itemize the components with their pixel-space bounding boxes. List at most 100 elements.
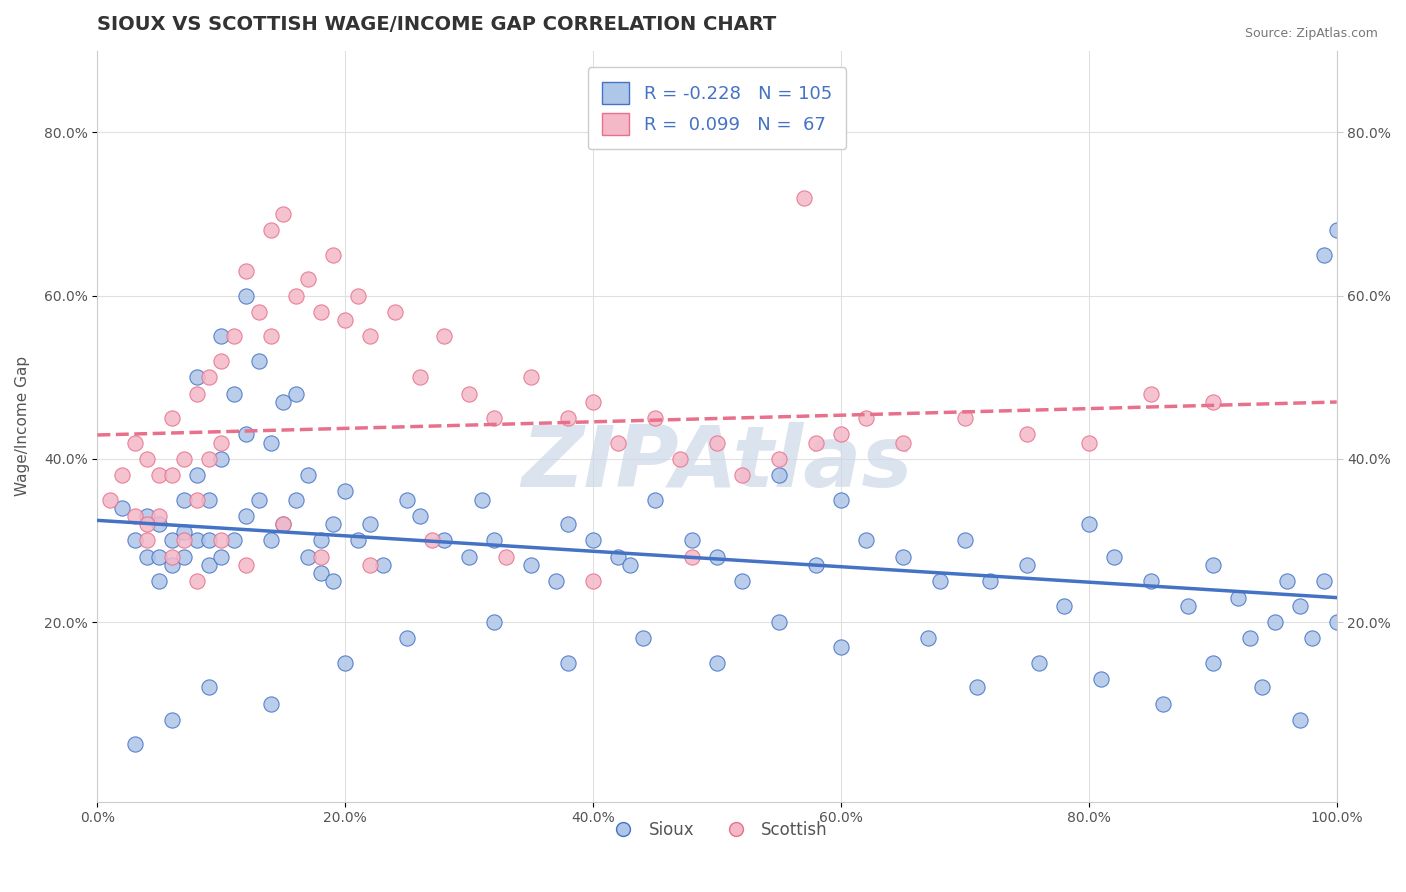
Point bbox=[1015, 558, 1038, 572]
Point bbox=[384, 305, 406, 319]
Point bbox=[335, 313, 357, 327]
Point bbox=[1140, 574, 1163, 589]
Point bbox=[917, 632, 939, 646]
Point bbox=[160, 549, 183, 564]
Point bbox=[98, 492, 121, 507]
Point bbox=[124, 533, 146, 548]
Point bbox=[173, 492, 195, 507]
Point bbox=[247, 305, 270, 319]
Point bbox=[322, 517, 344, 532]
Point bbox=[557, 517, 579, 532]
Point bbox=[160, 713, 183, 727]
Point bbox=[520, 558, 543, 572]
Point bbox=[136, 451, 159, 466]
Point bbox=[198, 681, 221, 695]
Point bbox=[309, 305, 332, 319]
Point bbox=[160, 468, 183, 483]
Point bbox=[1313, 248, 1336, 262]
Point bbox=[1251, 681, 1274, 695]
Point bbox=[1202, 558, 1225, 572]
Point bbox=[607, 435, 630, 450]
Point bbox=[297, 272, 319, 286]
Point bbox=[222, 533, 245, 548]
Point bbox=[284, 288, 307, 302]
Point bbox=[1177, 599, 1199, 613]
Point bbox=[346, 288, 368, 302]
Point bbox=[830, 640, 852, 654]
Point bbox=[1202, 656, 1225, 670]
Point bbox=[681, 533, 703, 548]
Point bbox=[1275, 574, 1298, 589]
Point bbox=[111, 500, 134, 515]
Point bbox=[1326, 615, 1348, 629]
Point bbox=[891, 435, 914, 450]
Point bbox=[619, 558, 641, 572]
Point bbox=[1077, 435, 1099, 450]
Point bbox=[669, 451, 692, 466]
Point bbox=[557, 656, 579, 670]
Point bbox=[124, 738, 146, 752]
Point bbox=[1313, 574, 1336, 589]
Point bbox=[322, 248, 344, 262]
Point bbox=[433, 329, 456, 343]
Point bbox=[273, 394, 295, 409]
Point bbox=[1326, 223, 1348, 237]
Point bbox=[297, 549, 319, 564]
Point bbox=[1140, 386, 1163, 401]
Point bbox=[209, 549, 232, 564]
Point bbox=[768, 468, 790, 483]
Point bbox=[148, 549, 170, 564]
Point bbox=[482, 411, 505, 425]
Point bbox=[1202, 394, 1225, 409]
Point bbox=[582, 533, 605, 548]
Point bbox=[148, 508, 170, 523]
Point bbox=[408, 508, 430, 523]
Point bbox=[247, 492, 270, 507]
Point bbox=[209, 451, 232, 466]
Point bbox=[309, 566, 332, 580]
Point bbox=[124, 508, 146, 523]
Point bbox=[111, 468, 134, 483]
Point bbox=[644, 411, 666, 425]
Point bbox=[830, 427, 852, 442]
Point bbox=[124, 435, 146, 450]
Point bbox=[1077, 517, 1099, 532]
Point bbox=[1015, 427, 1038, 442]
Legend: Sioux, Scottish: Sioux, Scottish bbox=[600, 814, 834, 846]
Point bbox=[198, 370, 221, 384]
Point bbox=[1053, 599, 1076, 613]
Point bbox=[260, 533, 283, 548]
Point bbox=[136, 508, 159, 523]
Point bbox=[260, 697, 283, 711]
Point bbox=[495, 549, 517, 564]
Point bbox=[855, 533, 877, 548]
Point bbox=[768, 451, 790, 466]
Point bbox=[222, 329, 245, 343]
Point bbox=[408, 370, 430, 384]
Point bbox=[396, 492, 419, 507]
Point bbox=[273, 517, 295, 532]
Point bbox=[891, 549, 914, 564]
Point bbox=[544, 574, 567, 589]
Point bbox=[793, 191, 815, 205]
Point bbox=[235, 427, 257, 442]
Point bbox=[186, 386, 208, 401]
Point bbox=[929, 574, 952, 589]
Point bbox=[222, 386, 245, 401]
Point bbox=[136, 533, 159, 548]
Point bbox=[186, 574, 208, 589]
Point bbox=[173, 549, 195, 564]
Point bbox=[582, 574, 605, 589]
Point bbox=[1288, 713, 1310, 727]
Text: SIOUX VS SCOTTISH WAGE/INCOME GAP CORRELATION CHART: SIOUX VS SCOTTISH WAGE/INCOME GAP CORREL… bbox=[97, 15, 776, 34]
Point bbox=[309, 533, 332, 548]
Text: Source: ZipAtlas.com: Source: ZipAtlas.com bbox=[1244, 27, 1378, 40]
Point bbox=[396, 632, 419, 646]
Point bbox=[420, 533, 443, 548]
Point bbox=[160, 533, 183, 548]
Point bbox=[607, 549, 630, 564]
Point bbox=[830, 492, 852, 507]
Point bbox=[235, 558, 257, 572]
Point bbox=[855, 411, 877, 425]
Point bbox=[186, 468, 208, 483]
